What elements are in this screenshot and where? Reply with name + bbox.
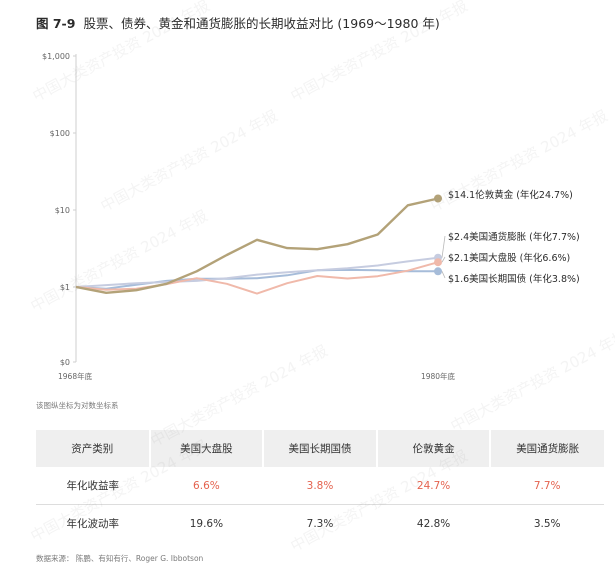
row-label: 年化收益率 <box>36 467 150 505</box>
series-end-label: $1.6美国长期国债 (年化3.8%) <box>448 273 580 285</box>
series-line <box>75 268 438 290</box>
table-header-cell: 资产类别 <box>36 430 151 467</box>
chart-title: 图 7-9 股票、债券、黄金和通货膨胀的长期收益对比 (1969～1980 年) <box>36 13 606 32</box>
line-chart: $0 $1 $10 $100 $1,000 1968年底 1980年底 $14.1伦敦黄金 (… <box>42 52 580 381</box>
y-tick-label: $1 <box>60 283 70 292</box>
figure-number: 图 7-9 <box>36 16 76 31</box>
series-line <box>75 261 439 295</box>
series-end-marker <box>434 194 442 203</box>
table-header-cell: 美国长期国债 <box>263 430 378 467</box>
y-tick-label: $10 <box>55 206 70 215</box>
label-leader-line <box>441 235 446 258</box>
series-line <box>75 197 439 294</box>
log-scale-note: 该图纵坐标为对数坐标系 <box>36 401 119 410</box>
label-leader-line <box>441 256 446 263</box>
table-cell: 24.7% <box>376 467 491 505</box>
table-row: 年化波动率 19.6% 7.3% 42.8% 3.5% <box>36 505 604 543</box>
series-end-label: $2.4美国通货膨胀 (年化7.7%) <box>448 231 580 243</box>
table-header-cell: 伦敦黄金 <box>376 430 492 467</box>
table-header-row: 资产类别 美国大盘股 美国长期国债 伦敦黄金 美国通货膨胀 <box>36 430 604 467</box>
table-cell: 6.6% <box>149 467 264 505</box>
table-cell: 7.3% <box>306 517 334 530</box>
figure-title-text: 股票、债券、黄金和通货膨胀的长期收益对比 (1969～1980 年) <box>83 16 440 31</box>
table-cell: 7.7% <box>490 467 604 505</box>
table-cell: 42.8% <box>416 517 451 530</box>
table-row: 年化收益率 6.6% 3.8% 24.7% 7.7% <box>36 467 604 505</box>
label-leader-line <box>441 271 446 279</box>
table-cell: 3.5% <box>533 517 561 530</box>
table-cell: 19.6% <box>189 517 224 530</box>
x-tick-label: 1968年底 <box>58 371 93 381</box>
row-label: 年化波动率 <box>66 518 120 530</box>
y-tick-label: $0 <box>60 358 70 367</box>
table-header-cell: 美国大盘股 <box>149 430 265 467</box>
x-tick-label: 1980年底 <box>421 371 456 381</box>
data-source: 数据来源： 陈鹏、有知有行、Roger G. Ibbotson <box>36 554 204 563</box>
table-header-cell: 美国通货膨胀 <box>490 430 604 467</box>
y-tick-label: $100 <box>50 129 70 138</box>
table-cell: 3.8% <box>263 467 377 505</box>
series-end-label: $14.1伦敦黄金 (年化24.7%) <box>448 189 573 201</box>
stats-table: 资产类别 美国大盘股 美国长期国债 伦敦黄金 美国通货膨胀 年化收益率 6.6%… <box>36 430 604 542</box>
y-tick-label: $1,000 <box>42 52 70 61</box>
series-line <box>75 256 439 288</box>
series-end-label: $2.1美国大盘股 (年化6.6%) <box>448 252 570 264</box>
series-end-marker <box>434 267 442 276</box>
series-end-marker <box>434 258 442 267</box>
